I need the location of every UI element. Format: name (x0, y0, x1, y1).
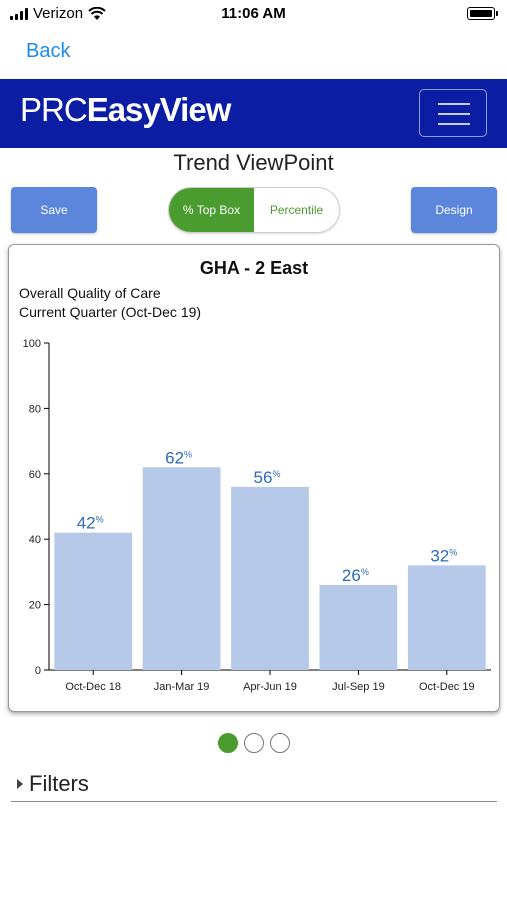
x-tick-label: Oct-Dec 18 (65, 681, 121, 693)
x-tick-label: Jul-Sep 19 (332, 681, 385, 693)
data-label: 26% (342, 566, 369, 585)
bar (319, 584, 398, 670)
back-button[interactable]: Back (26, 40, 71, 62)
bar (54, 532, 133, 670)
data-label: 56% (254, 468, 281, 487)
chart-subtitle-measure: Overall Quality of Care (19, 285, 161, 301)
page-title: Trend ViewPoint (173, 150, 334, 175)
carrier-status: Verizon (10, 5, 106, 22)
design-button[interactable]: Design (411, 187, 497, 233)
page-indicator (218, 733, 290, 753)
page-dot[interactable] (218, 733, 238, 753)
y-tick-label: 100 (23, 338, 41, 350)
app-logo: PRCEasyView (20, 91, 231, 128)
wifi-icon (88, 6, 106, 20)
data-label: 32% (430, 546, 457, 565)
y-tick-label: 60 (29, 469, 41, 481)
x-tick-label: Jan-Mar 19 (154, 681, 210, 693)
percentile-segment[interactable]: Percentile (254, 188, 339, 232)
carrier-name: Verizon (33, 5, 84, 22)
bar (142, 467, 221, 670)
y-tick-label: 20 (29, 600, 41, 612)
y-tick-label: 80 (29, 403, 41, 415)
filters-toggle[interactable]: Filters (17, 771, 89, 797)
top-box-segment[interactable]: % Top Box (169, 188, 254, 232)
save-button[interactable]: Save (11, 187, 97, 233)
chart-subtitle-period: Current Quarter (Oct-Dec 19) (19, 304, 202, 320)
status-bar: Verizon 11:06 AM (0, 0, 507, 30)
page-dot[interactable] (244, 733, 264, 753)
status-time: 11:06 AM (221, 5, 286, 22)
divider (11, 801, 497, 802)
signal-icon (10, 7, 28, 20)
bar (407, 565, 486, 670)
bar-chart: 0 20 40 60 80 100 Oct-Dec 18 42% Jan-Mar 19 62% Ap… (23, 338, 491, 693)
y-tick-label: 40 (29, 534, 41, 546)
data-label: 42% (77, 514, 104, 533)
bar (231, 486, 309, 670)
menu-icon (438, 103, 470, 105)
x-tick-label: Apr-Jun 19 (243, 681, 297, 693)
chart-card: GHA - 2 East Overall Quality of Care Cur… (8, 244, 500, 712)
y-tick-label: 0 (35, 665, 41, 677)
brand-header: PRCEasyView (0, 79, 507, 148)
metric-toggle: % Top Box Percentile (168, 187, 340, 233)
filters-label: Filters (29, 771, 89, 796)
page-dot[interactable] (270, 733, 290, 753)
chart-title: GHA - 2 East (199, 258, 309, 278)
hamburger-menu-button[interactable] (419, 89, 487, 137)
data-label: 62% (165, 448, 192, 467)
caret-right-icon (17, 779, 23, 789)
battery-icon (467, 7, 498, 20)
x-tick-label: Oct-Dec 19 (419, 681, 475, 693)
